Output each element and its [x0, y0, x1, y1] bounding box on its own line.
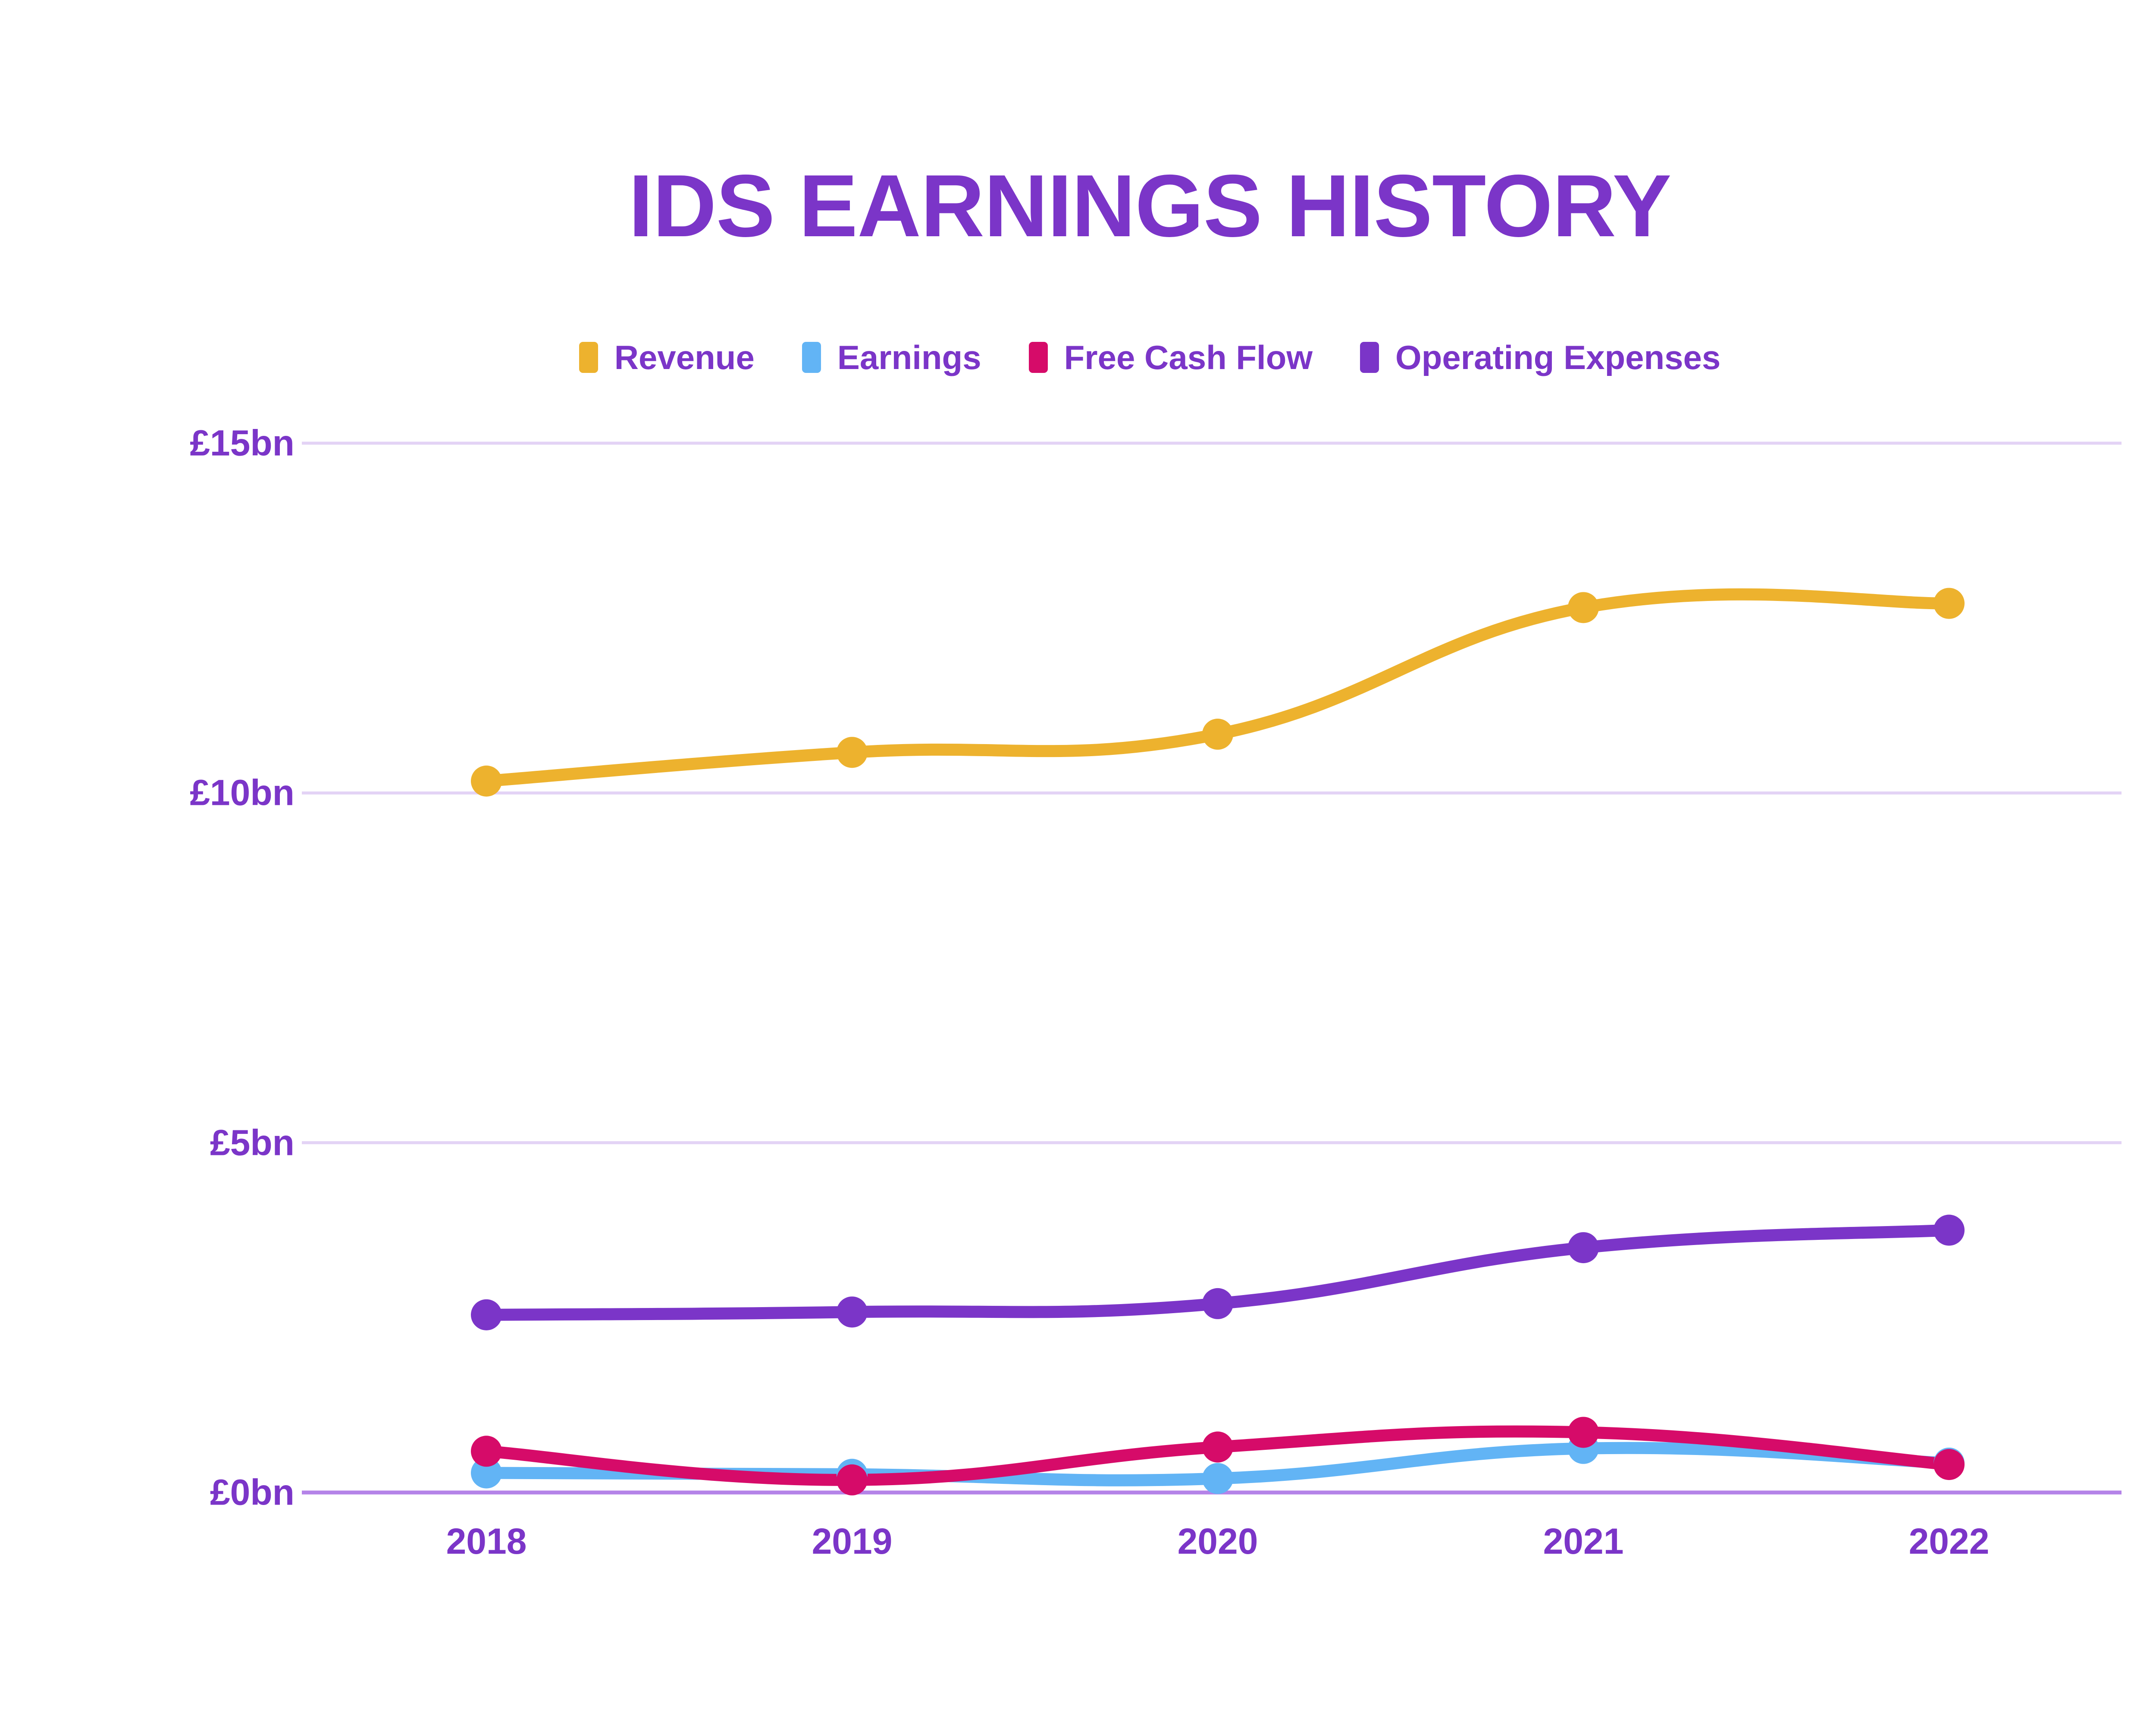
y-axis-tick-label: £0bn	[210, 1472, 295, 1513]
x-axis-tick-label: 2019	[812, 1521, 893, 1561]
legend-item-label: Operating Expenses	[1395, 338, 1721, 376]
data-point-marker[interactable]	[471, 1299, 502, 1330]
x-axis-tick-label: 2020	[1177, 1521, 1258, 1561]
data-point-marker[interactable]	[1934, 1214, 1965, 1246]
data-point-marker[interactable]	[1202, 1463, 1233, 1494]
data-point-marker[interactable]	[1934, 588, 1965, 619]
legend-swatch-icon	[1360, 342, 1379, 373]
data-point-marker[interactable]	[837, 737, 868, 768]
page-title: IDS EARNINGS HISTORY	[628, 156, 1672, 255]
x-axis-tick-label: 2021	[1543, 1521, 1624, 1561]
legend-swatch-icon	[579, 342, 598, 373]
data-point-marker[interactable]	[471, 765, 502, 797]
data-point-marker[interactable]	[837, 1464, 868, 1496]
legend-swatch-icon	[1028, 342, 1048, 373]
data-point-marker[interactable]	[471, 1436, 502, 1467]
data-point-marker[interactable]	[1568, 1417, 1599, 1448]
chart-legend: Revenue Earnings Free Cash Flow Operating E…	[0, 341, 2156, 374]
data-point-marker[interactable]	[1202, 1288, 1233, 1319]
legend-item[interactable]: Revenue	[579, 341, 755, 374]
y-axis-tick-label: £5bn	[210, 1122, 295, 1163]
x-axis-tick-label: 2022	[1908, 1521, 1990, 1561]
data-point-marker[interactable]	[837, 1296, 868, 1328]
legend-item[interactable]: Operating Expenses	[1360, 341, 1720, 374]
legend-item-label: Free Cash Flow	[1064, 338, 1313, 376]
x-axis-tick-label: 2018	[446, 1521, 527, 1561]
data-point-marker[interactable]	[1568, 1232, 1599, 1264]
legend-item[interactable]: Free Cash Flow	[1028, 338, 1313, 376]
legend-item-label: Earnings	[837, 338, 981, 376]
data-point-marker[interactable]	[1202, 719, 1233, 750]
data-point-marker[interactable]	[1934, 1449, 1965, 1480]
series-line	[480, 588, 1955, 787]
legend-item-label: Revenue	[614, 338, 755, 376]
series-markers	[471, 588, 1965, 1496]
data-point-marker[interactable]	[471, 1457, 502, 1489]
data-point-marker[interactable]	[1202, 1431, 1233, 1463]
y-axis-tick-label: £15bn	[190, 422, 295, 463]
data-point-marker[interactable]	[1568, 592, 1599, 623]
y-axis-tick-label: £10bn	[190, 772, 295, 813]
legend-item[interactable]: Earnings	[802, 341, 981, 374]
legend-swatch-icon	[802, 342, 821, 373]
